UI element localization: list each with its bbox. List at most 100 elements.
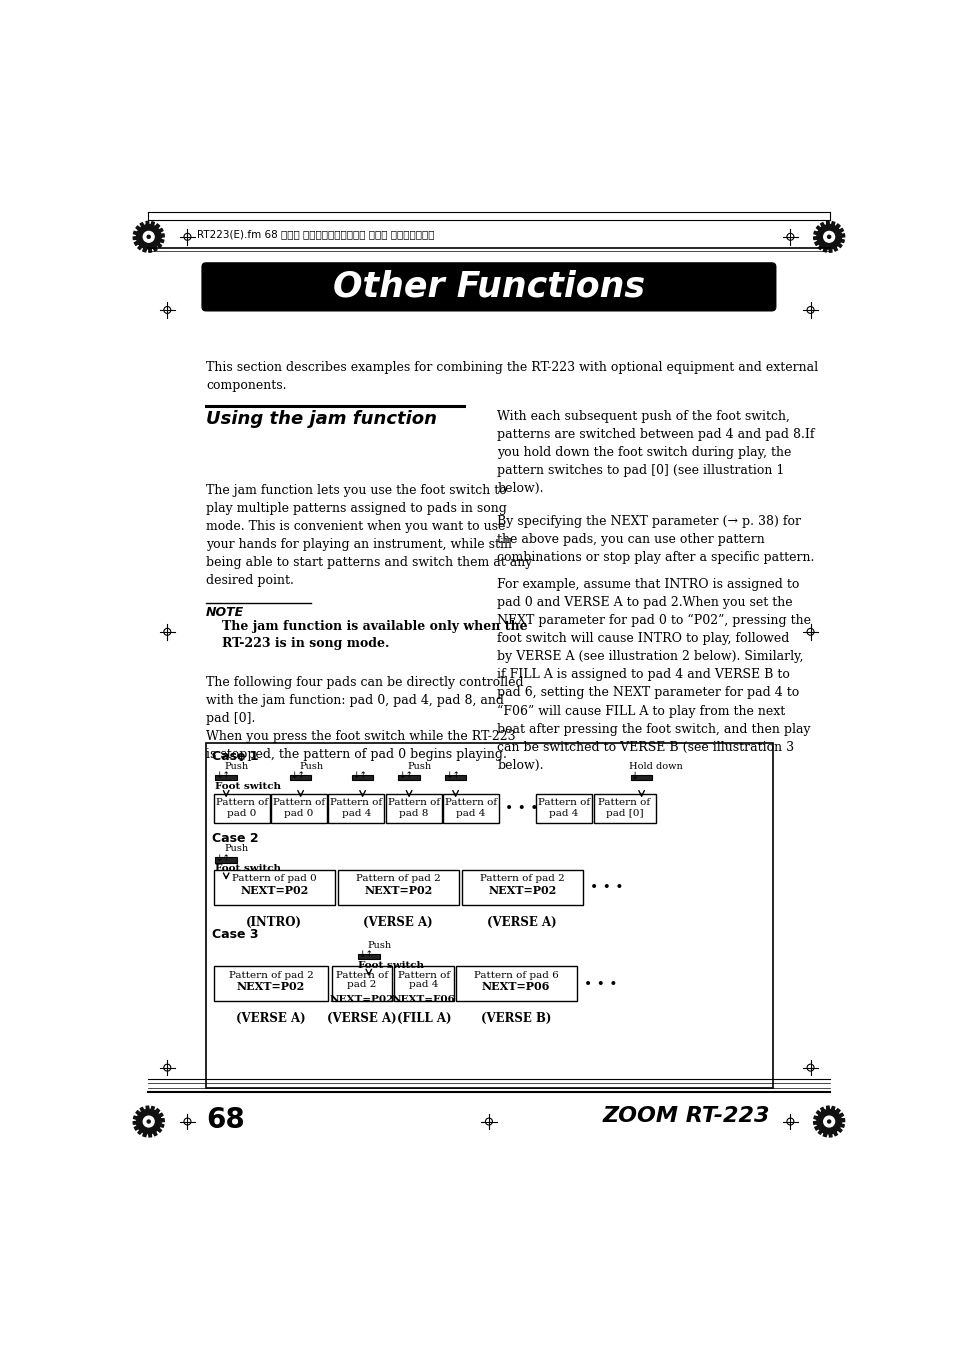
Text: Pattern of
pad 4: Pattern of pad 4: [537, 798, 590, 819]
Text: Pattern of pad 0: Pattern of pad 0: [232, 874, 316, 884]
Bar: [397, 775, 419, 781]
Circle shape: [147, 235, 150, 238]
Circle shape: [143, 231, 154, 242]
Text: Pattern of pad 2: Pattern of pad 2: [479, 874, 564, 884]
Text: ↓↑: ↓↑: [352, 771, 366, 780]
Bar: [271, 793, 327, 823]
Text: Using the jam function: Using the jam function: [206, 411, 436, 428]
Text: (VERSE B): (VERSE B): [480, 1012, 551, 1025]
Text: pad 4: pad 4: [409, 979, 438, 989]
Text: • • •: • • •: [590, 881, 623, 894]
Text: NEXT=P02: NEXT=P02: [236, 981, 305, 992]
Bar: [332, 966, 392, 1001]
Text: Pattern of
pad 4: Pattern of pad 4: [444, 798, 497, 819]
Circle shape: [822, 231, 834, 242]
Text: Other Functions: Other Functions: [333, 270, 644, 304]
Bar: [213, 966, 328, 1001]
Bar: [444, 775, 466, 781]
Text: pad 2: pad 2: [347, 979, 376, 989]
Text: ↓↑: ↓↑: [215, 854, 230, 862]
Text: (VERSE A): (VERSE A): [487, 916, 557, 929]
Bar: [536, 793, 592, 823]
Text: The jam function is available only when the
RT-223 is in song mode.: The jam function is available only when …: [221, 620, 527, 650]
Text: Push: Push: [298, 762, 323, 771]
Text: NEXT=P02: NEXT=P02: [488, 885, 556, 896]
Text: Pattern of
pad [0]: Pattern of pad [0]: [598, 798, 650, 819]
Text: By specifying the NEXT parameter (→ p. 38) for
the above pads, you can use other: By specifying the NEXT parameter (→ p. 3…: [497, 515, 814, 563]
Bar: [630, 775, 652, 781]
Text: (VERSE A): (VERSE A): [236, 1012, 306, 1025]
Text: ↓↑: ↓↑: [215, 771, 230, 780]
Text: ↓↑: ↓↑: [397, 771, 413, 780]
Text: Pattern of
pad 4: Pattern of pad 4: [330, 798, 382, 819]
Text: • • •: • • •: [505, 801, 538, 815]
Text: Foot switch: Foot switch: [357, 961, 423, 970]
Bar: [443, 793, 498, 823]
Text: Pattern of
pad 0: Pattern of pad 0: [215, 798, 268, 819]
Text: ZOOM RT-223: ZOOM RT-223: [602, 1106, 769, 1127]
Text: Foot switch: Foot switch: [215, 782, 281, 790]
Bar: [213, 870, 335, 905]
Text: Case 3: Case 3: [212, 928, 258, 942]
Text: Push: Push: [224, 762, 249, 771]
Text: NEXT=F06: NEXT=F06: [392, 996, 456, 1004]
Text: NEXT=P02: NEXT=P02: [330, 996, 394, 1004]
Bar: [385, 793, 441, 823]
Polygon shape: [133, 222, 164, 253]
Text: Foot switch: Foot switch: [215, 865, 281, 873]
Bar: [357, 954, 379, 959]
Text: (INTRO): (INTRO): [246, 916, 302, 929]
Text: (VERSE A): (VERSE A): [327, 1012, 396, 1025]
Circle shape: [147, 1120, 150, 1123]
Text: With each subsequent push of the foot switch,
patterns are switched between pad : With each subsequent push of the foot sw…: [497, 411, 814, 494]
Text: • • •: • • •: [583, 977, 618, 990]
Circle shape: [827, 235, 830, 238]
Text: Push: Push: [407, 762, 431, 771]
FancyBboxPatch shape: [201, 262, 776, 312]
Text: NEXT=P02: NEXT=P02: [240, 885, 308, 896]
Bar: [206, 743, 773, 1089]
Circle shape: [143, 1116, 154, 1127]
Bar: [213, 793, 270, 823]
Text: Hold down: Hold down: [629, 762, 682, 771]
Polygon shape: [133, 1106, 164, 1138]
Text: The jam function lets you use the foot switch to
play multiple patterns assigned: The jam function lets you use the foot s…: [206, 484, 532, 586]
Text: The following four pads can be directly controlled
with the jam function: pad 0,: The following four pads can be directly …: [206, 677, 523, 762]
Bar: [593, 793, 655, 823]
Polygon shape: [813, 1106, 843, 1138]
Text: Pattern of pad 2: Pattern of pad 2: [229, 970, 314, 979]
Text: Pattern of
pad 0: Pattern of pad 0: [273, 798, 325, 819]
Bar: [215, 775, 236, 781]
Text: ↓: ↓: [630, 771, 639, 781]
Bar: [394, 966, 454, 1001]
Circle shape: [822, 1116, 834, 1127]
Text: Case 1: Case 1: [212, 750, 258, 762]
Bar: [337, 870, 458, 905]
Text: NEXT=P02: NEXT=P02: [364, 885, 432, 896]
Text: ↓↑: ↓↑: [290, 771, 304, 780]
Text: Pattern of: Pattern of: [335, 970, 388, 979]
Bar: [290, 775, 311, 781]
Text: RT223(E).fm 68 ページ ２００５年５月２６日 木曜日 午後１２時３分: RT223(E).fm 68 ページ ２００５年５月２６日 木曜日 午後１２時３…: [196, 228, 434, 239]
Text: For example, assume that INTRO is assigned to
pad 0 and VERSE A to pad 2.When yo: For example, assume that INTRO is assign…: [497, 578, 811, 771]
Bar: [328, 793, 384, 823]
Text: This section describes examples for combining the RT-223 with optional equipment: This section describes examples for comb…: [206, 361, 818, 392]
Text: Push: Push: [224, 844, 249, 854]
Bar: [352, 775, 373, 781]
Text: ↓↑: ↓↑: [357, 950, 373, 959]
Bar: [456, 966, 576, 1001]
Bar: [215, 858, 236, 863]
Text: Pattern of: Pattern of: [397, 970, 450, 979]
Text: Pattern of pad 6: Pattern of pad 6: [474, 970, 558, 979]
Text: Pattern of
pad 8: Pattern of pad 8: [387, 798, 439, 819]
Text: Push: Push: [367, 940, 391, 950]
Polygon shape: [813, 222, 843, 253]
Text: Case 2: Case 2: [212, 832, 258, 844]
Text: Pattern of pad 2: Pattern of pad 2: [355, 874, 440, 884]
Text: (VERSE A): (VERSE A): [363, 916, 433, 929]
Text: NEXT=P06: NEXT=P06: [481, 981, 550, 992]
Circle shape: [827, 1120, 830, 1123]
Text: NOTE: NOTE: [206, 607, 244, 619]
Text: 68: 68: [206, 1106, 245, 1133]
Text: (FILL A): (FILL A): [396, 1012, 451, 1025]
